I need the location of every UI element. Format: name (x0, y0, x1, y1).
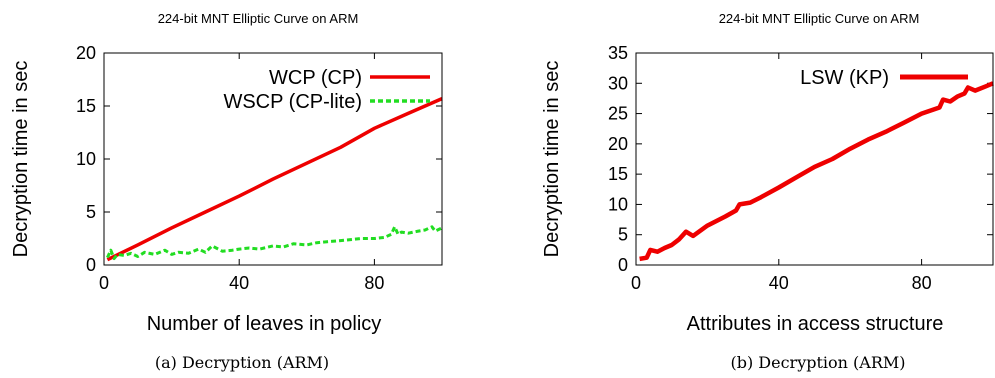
chart-a-ytick-label: 15 (76, 96, 96, 116)
chart-a-xtick-label: 0 (99, 273, 109, 293)
chart-b-series-line-0 (639, 81, 994, 262)
chart-b-ytick-label: 35 (608, 43, 628, 63)
chart-a-xlabel: Number of leaves in policy (147, 313, 382, 335)
chart-b-xtick-label: 0 (631, 273, 641, 293)
chart-a-frame (103, 52, 443, 266)
legend-label-lsw: LSW (KP) (800, 67, 889, 89)
chart-b-xlabel: Attributes in access structure (687, 313, 944, 335)
chart-b-ytick-label: 5 (618, 225, 628, 245)
chart-b-ytick-label: 30 (608, 73, 628, 93)
chart-a-caption: (a) Decryption (ARM) (155, 353, 329, 372)
chart-b-ytick-label: 25 (608, 104, 628, 124)
chart-b-legend: LSW (KP) (800, 67, 968, 89)
chart-a-ytick-label: 20 (76, 43, 96, 63)
chart-b-ytick-label: 10 (608, 194, 628, 214)
chart-a-ticks: 0 5 10 15 20 0 40 80 (76, 43, 442, 293)
chart-b-title: 224-bit MNT Elliptic Curve on ARM (719, 11, 920, 26)
chart-a-ylabel: Decryption time in sec (10, 61, 32, 258)
chart-b-xtick-label: 40 (769, 273, 789, 293)
chart-b-ytick-label: 0 (618, 255, 628, 275)
chart-b-ylabel: Decryption time in sec (541, 61, 563, 258)
chart-b: 224-bit MNT Elliptic Curve on ARM Decryp… (541, 11, 994, 372)
chart-a: 224-bit MNT Elliptic Curve on ARM Decryp… (10, 11, 443, 372)
legend-label-wscp: WSCP (CP-lite) (223, 91, 362, 113)
chart-a-ytick-label: 5 (86, 202, 96, 222)
chart-b-caption: (b) Decryption (ARM) (730, 353, 905, 372)
chart-a-ytick-label: 10 (76, 149, 96, 169)
chart-a-xtick-label: 80 (364, 273, 384, 293)
chart-a-ytick-label: 0 (86, 255, 96, 275)
chart-a-xtick-label: 40 (229, 273, 249, 293)
chart-b-ytick-label: 20 (608, 134, 628, 154)
chart-b-frame (635, 52, 994, 266)
chart-a-series-line-0 (106, 96, 443, 262)
chart-a-lines (106, 96, 443, 262)
chart-a-legend: WCP (CP) WSCP (CP-lite) (223, 67, 430, 113)
chart-b-lines (639, 81, 994, 262)
legend-label-wcp: WCP (CP) (269, 67, 362, 89)
chart-b-xtick-label: 80 (912, 273, 932, 293)
chart-b-ticks: 0 5 10 15 20 25 30 35 0 40 80 (608, 43, 993, 293)
chart-a-title: 224-bit MNT Elliptic Curve on ARM (158, 11, 359, 26)
chart-a-series-line-1 (106, 225, 443, 261)
chart-b-ytick-label: 15 (608, 164, 628, 184)
